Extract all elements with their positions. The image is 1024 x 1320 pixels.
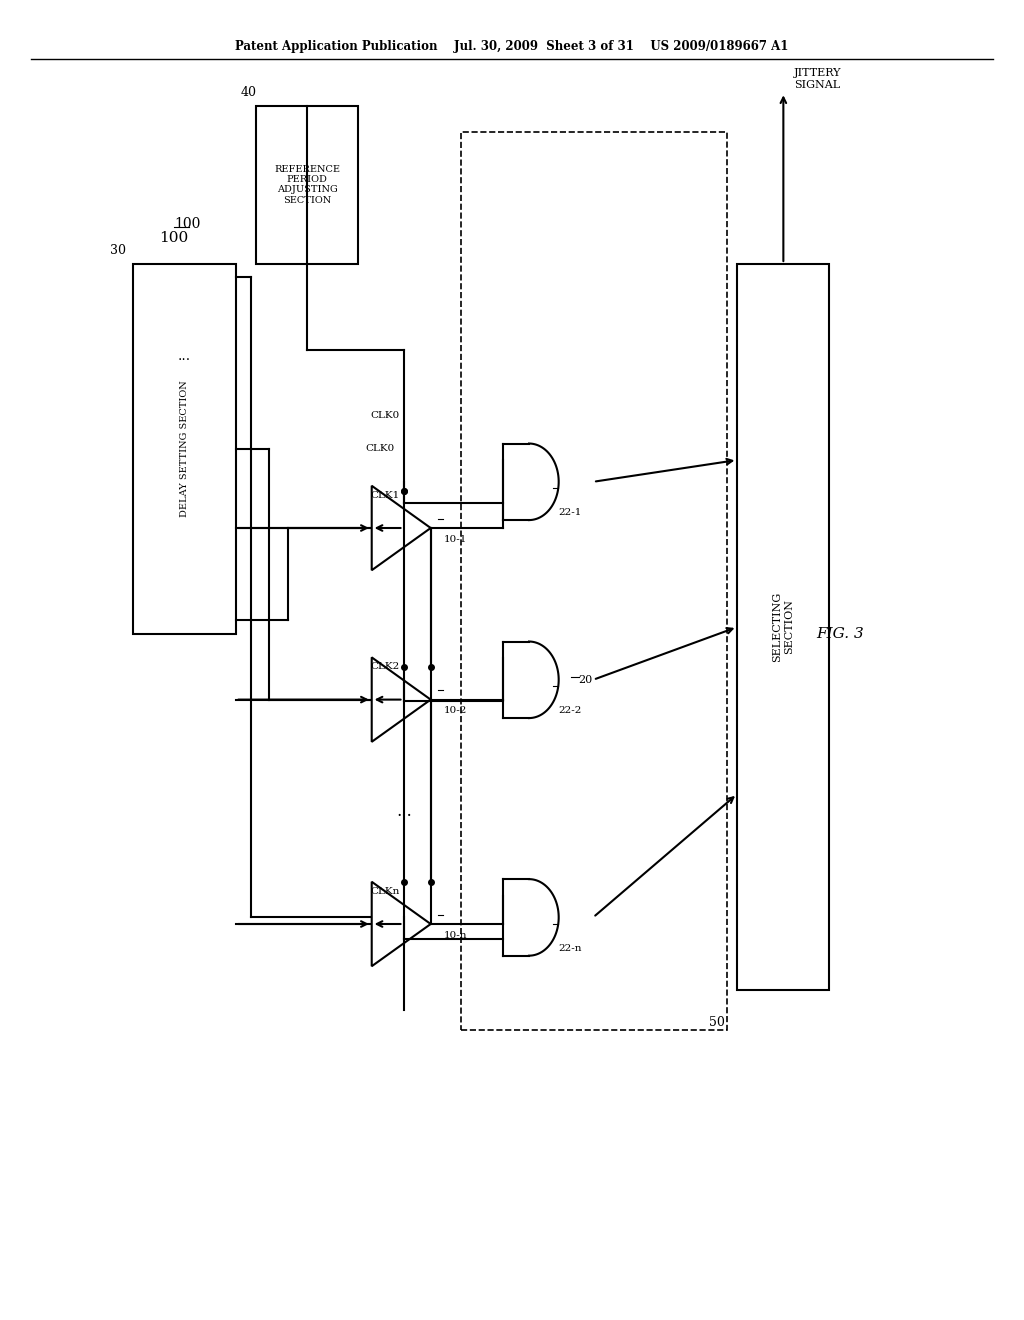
Text: CLK0: CLK0: [370, 412, 399, 420]
Text: CLK0: CLK0: [365, 445, 394, 453]
Text: CLK2: CLK2: [370, 663, 399, 671]
Text: 20: 20: [579, 675, 593, 685]
Text: CLK1: CLK1: [370, 491, 399, 499]
Text: ...: ...: [396, 804, 413, 820]
Text: REFERENCE
PERIOD
ADJUSTING
SECTION: REFERENCE PERIOD ADJUSTING SECTION: [274, 165, 340, 205]
Bar: [737, 264, 829, 990]
Bar: [461, 132, 727, 1030]
Text: 50: 50: [709, 1016, 725, 1030]
Text: DELAY SETTING SECTION: DELAY SETTING SECTION: [180, 380, 188, 517]
Text: 30: 30: [110, 244, 126, 257]
Text: JITTERY
SIGNAL: JITTERY SIGNAL: [794, 69, 841, 90]
Text: SELECTING
SECTION: SELECTING SECTION: [772, 591, 795, 663]
Text: 100: 100: [174, 218, 201, 231]
Text: 10-1: 10-1: [443, 535, 467, 544]
Bar: [133, 264, 236, 634]
Text: 22-2: 22-2: [558, 706, 582, 715]
Text: 22-n: 22-n: [558, 944, 582, 953]
Text: 10-n: 10-n: [443, 931, 467, 940]
Text: FIG. 3: FIG. 3: [816, 627, 863, 640]
Bar: [256, 106, 358, 264]
Text: 10-2: 10-2: [443, 706, 467, 715]
Text: ...: ...: [178, 350, 190, 363]
Text: 22-1: 22-1: [558, 508, 582, 517]
Text: 100: 100: [159, 231, 188, 244]
Text: Patent Application Publication    Jul. 30, 2009  Sheet 3 of 31    US 2009/018966: Patent Application Publication Jul. 30, …: [236, 40, 788, 53]
Text: CLKn: CLKn: [370, 887, 399, 895]
Text: 40: 40: [241, 86, 257, 99]
